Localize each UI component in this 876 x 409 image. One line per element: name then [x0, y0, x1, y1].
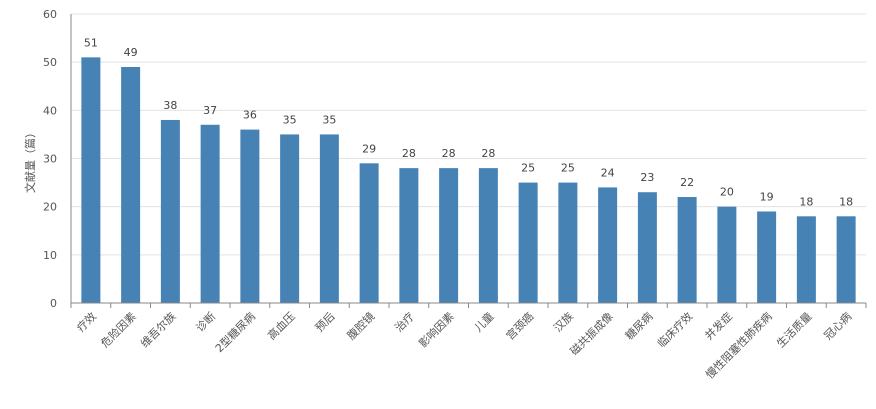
x-tick-label: 慢性阻塞性肺疾病 [703, 309, 775, 381]
x-tick-label: 儿童 [471, 309, 496, 334]
bar [439, 168, 459, 303]
data-label: 25 [561, 162, 575, 175]
x-tick-label: 疗效 [74, 309, 99, 334]
bar [836, 216, 856, 303]
data-label: 19 [760, 190, 774, 203]
bar [637, 192, 657, 303]
x-tick-label: 2型糖尿病 [212, 309, 258, 355]
y-tick-label: 50 [43, 56, 57, 69]
x-tick-label: 维吾尔族 [137, 309, 178, 350]
y-tick-label: 10 [43, 249, 57, 262]
x-tick-label: 宫颈癌 [503, 309, 536, 342]
data-label: 28 [402, 147, 416, 160]
bar [558, 182, 578, 303]
bars [81, 57, 856, 304]
bar [280, 134, 300, 303]
bar [240, 129, 260, 303]
data-label: 28 [481, 147, 495, 160]
bar [518, 182, 538, 303]
data-label: 23 [640, 171, 654, 184]
x-tick-label: 糖尿病 [622, 309, 655, 342]
data-label: 18 [799, 195, 813, 208]
x-tick-label: 生活质量 [773, 309, 814, 350]
y-axis-label: 文献量（篇） [23, 127, 37, 193]
bar [598, 187, 618, 303]
x-tick-label: 腹腔镜 [344, 309, 377, 342]
y-tick-label: 60 [43, 8, 57, 21]
bar [359, 163, 379, 303]
data-label: 22 [680, 176, 694, 189]
grid-lines [71, 13, 866, 256]
bar [717, 206, 737, 303]
data-label: 36 [243, 109, 257, 122]
bar [478, 168, 498, 303]
bar [121, 66, 141, 303]
x-tick-label: 冠心病 [821, 309, 854, 342]
bar [319, 134, 339, 303]
x-tick-label: 高血压 [265, 309, 298, 342]
data-label: 35 [322, 113, 336, 126]
y-tick-label: 20 [43, 201, 57, 214]
x-tick-label: 汉族 [551, 309, 576, 334]
y-tick-label: 40 [43, 104, 57, 117]
x-tick-label: 临床疗效 [654, 309, 695, 350]
bar [399, 168, 419, 303]
data-label: 29 [362, 142, 376, 155]
x-tick-label: 治疗 [392, 309, 417, 334]
data-labels: 51 49 38 37 36 35 35 29 28 28 28 25 25 24 23 22 20 19 18 18 [84, 36, 853, 208]
x-tick-label: 危险因素 [98, 309, 139, 350]
x-tick-label: 诊断 [193, 309, 218, 334]
data-label: 37 [203, 104, 217, 117]
data-label: 28 [442, 147, 456, 160]
x-tick-label: 并发症 [702, 309, 735, 342]
bar [200, 124, 220, 304]
bar [796, 216, 816, 303]
data-label: 20 [720, 186, 734, 199]
x-tick-label: 预后 [313, 310, 338, 335]
data-label: 18 [839, 195, 853, 208]
data-label: 49 [124, 46, 138, 59]
y-axis: 0 10 20 30 40 50 60 [43, 8, 72, 310]
bar [81, 57, 101, 303]
data-label: 38 [163, 99, 177, 112]
data-label: 51 [84, 36, 98, 49]
x-tick-label: 影响因素 [416, 310, 456, 350]
y-tick-label: 0 [50, 297, 57, 310]
y-tick-label: 30 [43, 153, 57, 166]
x-tick-label: 磁共振成像 [567, 309, 616, 358]
data-label: 24 [601, 166, 615, 179]
bar [160, 119, 180, 303]
bar [677, 197, 697, 303]
data-label: 25 [521, 162, 535, 175]
bar [757, 211, 777, 303]
data-label: 35 [283, 113, 297, 126]
